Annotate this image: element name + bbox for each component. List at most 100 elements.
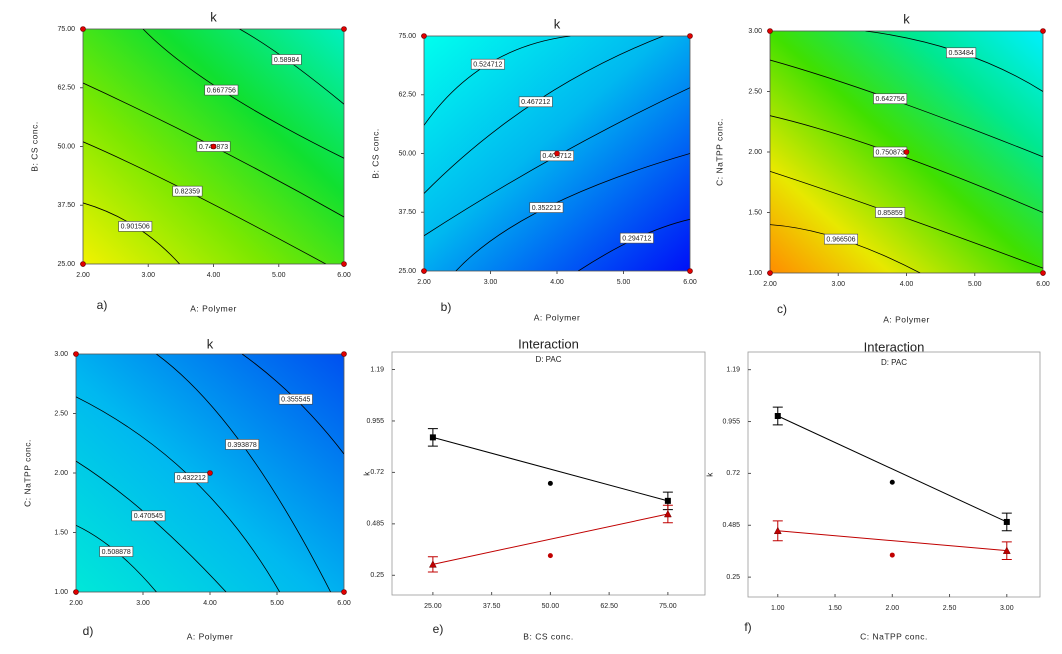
marker	[429, 434, 436, 441]
contour-label: 0.393878	[228, 442, 257, 449]
design-point	[554, 150, 560, 157]
contour-label-box	[529, 202, 564, 213]
plot-area	[747, 351, 1041, 598]
x-tick-label: 2.50	[943, 605, 957, 612]
design-point	[80, 261, 86, 267]
x-tick-label: 4.00	[550, 279, 564, 286]
contour-label-box	[225, 439, 260, 450]
x-tick-label: 6.00	[337, 600, 351, 607]
design-point	[421, 268, 427, 274]
y-tick-label: 0.25	[726, 574, 740, 581]
contour-label-box	[278, 393, 313, 405]
design-point	[73, 351, 79, 357]
contour-label: 0.58984	[274, 57, 299, 64]
x-tick-label: 5.00	[270, 600, 284, 607]
y-tick-label: 0.25	[370, 572, 384, 579]
contour-label: 0.352212	[532, 205, 561, 212]
contour-label-box	[875, 207, 906, 218]
y-axis-label: B: CS conc.	[370, 128, 380, 178]
x-tick-label: 4.00	[203, 600, 217, 607]
x-tick-label: 6.00	[337, 272, 351, 279]
y-tick-label: 25.00	[398, 268, 416, 275]
contour-label: 0.508878	[102, 549, 131, 556]
x-tick-label: 2.00	[69, 600, 83, 607]
y-tick-label: 0.72	[370, 469, 384, 476]
panel-label: d)	[83, 624, 94, 638]
y-axis-label: C: NaTPP conc.	[714, 118, 724, 186]
y-tick-label: 62.50	[398, 92, 416, 99]
x-axis-label: A: Polymer	[883, 314, 930, 324]
contour-label: 0.355545	[281, 397, 310, 404]
y-tick-label: 1.50	[54, 529, 68, 536]
contour-label: 0.432212	[177, 475, 206, 482]
x-tick-label: 37.50	[483, 603, 501, 610]
y-tick-label: 37.50	[398, 209, 416, 216]
contour-label-box	[204, 84, 239, 96]
center-point	[547, 553, 553, 559]
contour-label-box	[518, 96, 553, 108]
x-tick-label: 5.00	[968, 281, 982, 288]
design-point	[1040, 270, 1046, 276]
contour-label: 0.470545	[134, 513, 163, 520]
design-point	[687, 33, 693, 39]
y-tick-label: 50.00	[398, 150, 416, 157]
marker	[1003, 518, 1010, 525]
contour-label-box	[824, 233, 858, 245]
panel-title: k	[210, 9, 217, 24]
x-axis-label: B: CS conc.	[523, 631, 573, 641]
design-point	[687, 268, 693, 274]
design-point	[341, 261, 347, 267]
design-point	[903, 149, 910, 155]
x-axis-label: A: Polymer	[187, 631, 234, 641]
y-tick-label: 25.00	[57, 261, 75, 268]
contour-label-box	[946, 47, 977, 59]
contour-label: 0.53484	[948, 50, 973, 57]
panel-label: e)	[433, 622, 444, 636]
contour-label-box	[172, 185, 203, 197]
y-tick-label: 1.19	[726, 367, 740, 374]
x-tick-label: 2.00	[76, 272, 90, 279]
panel-title: Interaction	[864, 339, 925, 354]
panel-title: k	[554, 16, 561, 31]
y-tick-label: 3.00	[54, 351, 68, 358]
x-axis-label: A: Polymer	[190, 303, 237, 313]
panel-label: f)	[744, 620, 751, 634]
marker	[428, 560, 437, 568]
x-tick-label: 2.00	[763, 281, 777, 288]
contour-label: 0.524712	[473, 62, 502, 69]
center-point	[547, 480, 553, 486]
y-tick-label: 1.50	[748, 209, 762, 216]
plot-area	[391, 351, 706, 596]
design-point	[341, 589, 347, 595]
panel-label: b)	[441, 300, 452, 314]
contour-label: 0.85859	[877, 210, 902, 217]
y-axis-label: k	[361, 471, 371, 476]
design-point	[210, 143, 217, 150]
marker	[774, 413, 781, 420]
y-tick-label: 2.50	[748, 88, 762, 95]
y-tick-label: 75.00	[398, 33, 416, 40]
series-line	[432, 436, 669, 502]
design-point	[73, 589, 79, 595]
y-tick-label: 2.00	[54, 470, 68, 477]
x-tick-label: 62.50	[600, 603, 618, 610]
series-line	[777, 530, 1007, 552]
y-axis-label: k	[704, 472, 714, 477]
x-tick-label: 2.00	[885, 605, 899, 612]
panel-label: c)	[777, 302, 787, 316]
x-axis-label: C: NaTPP conc.	[860, 631, 928, 641]
x-tick-label: 3.00	[141, 272, 155, 279]
contour-label: 0.409712	[542, 153, 571, 160]
design-point	[341, 26, 347, 32]
x-tick-label: 3.00	[484, 279, 498, 286]
y-tick-label: 75.00	[57, 26, 75, 33]
y-tick-label: 2.00	[748, 149, 762, 156]
x-tick-label: 1.50	[828, 605, 842, 612]
x-tick-label: 2.00	[417, 279, 431, 286]
x-tick-label: 4.00	[900, 281, 914, 288]
contour-label: 0.901506	[121, 224, 150, 231]
design-point	[80, 26, 86, 32]
y-tick-label: 62.50	[57, 85, 75, 92]
contour-label-box	[99, 546, 134, 557]
design-point	[767, 28, 773, 34]
